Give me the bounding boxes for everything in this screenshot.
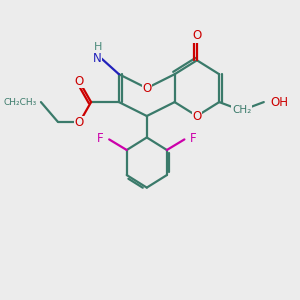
Text: O: O — [75, 75, 84, 88]
Text: CH₂: CH₂ — [232, 105, 251, 116]
Text: OH: OH — [271, 96, 289, 109]
Text: F: F — [97, 131, 104, 145]
Text: O: O — [142, 82, 152, 95]
Text: O: O — [75, 116, 84, 130]
Text: O: O — [192, 29, 202, 42]
Text: CH₂CH₃: CH₂CH₃ — [4, 98, 37, 106]
Text: F: F — [190, 131, 196, 145]
Text: O: O — [192, 110, 202, 122]
Text: N: N — [93, 52, 102, 64]
Text: H: H — [94, 42, 102, 52]
